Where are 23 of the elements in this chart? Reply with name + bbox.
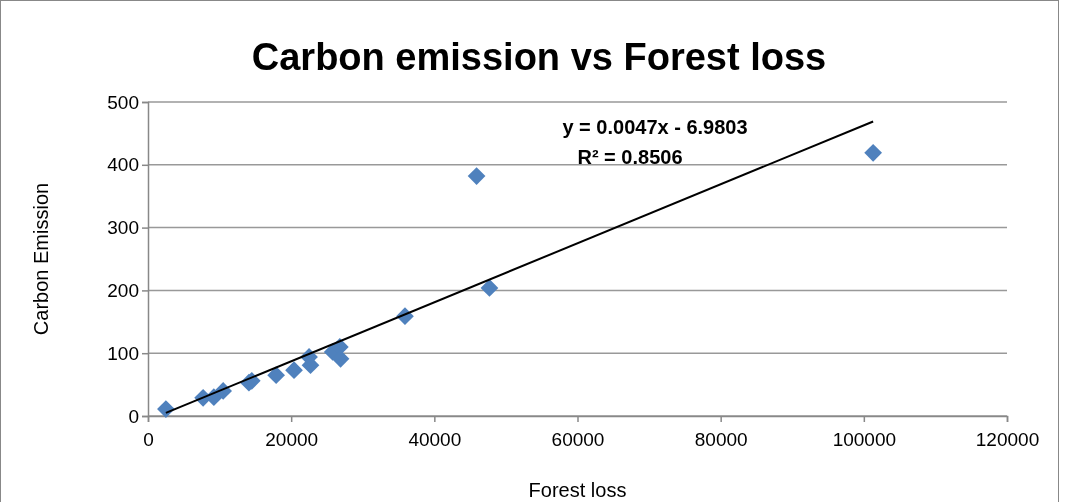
point	[285, 361, 303, 380]
annotation: R² = 0.8506	[577, 146, 683, 168]
x-tick-label: 0	[143, 428, 154, 450]
y-tick-label: 400	[107, 154, 139, 176]
point	[467, 167, 486, 185]
chart-title: Carbon emission vs Forest loss	[251, 36, 827, 78]
x-axis-title: Forest loss	[528, 479, 627, 501]
x-tick-label: 20000	[265, 428, 319, 450]
x-tick-label: 80000	[694, 428, 748, 450]
x-tick-label: 40000	[408, 428, 462, 450]
y-tick-label: 200	[107, 279, 139, 301]
point	[864, 144, 882, 162]
y-axis-title: Carbon Emission	[30, 182, 52, 336]
x-tick-label: 120000	[975, 428, 1040, 450]
point	[267, 366, 285, 385]
point	[480, 279, 499, 297]
y-tick-label: 0	[128, 405, 139, 427]
annotation: y = 0.0047x - 6.9803	[562, 116, 748, 138]
y-tick-label: 100	[107, 342, 139, 364]
x-tick-label: 60000	[551, 428, 605, 450]
y-tick-label: 300	[107, 217, 139, 239]
x-tick-label: 100000	[832, 428, 897, 450]
y-tick-label: 500	[107, 91, 139, 113]
